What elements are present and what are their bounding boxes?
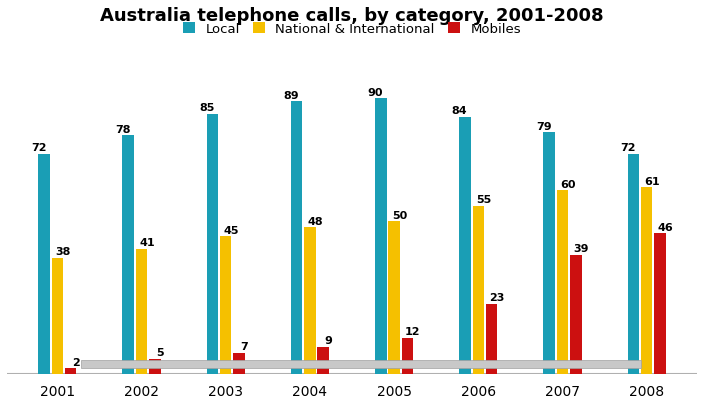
Bar <box>543 133 555 374</box>
Legend: Local, National & International, Mobiles: Local, National & International, Mobiles <box>179 19 525 40</box>
Text: 84: 84 <box>452 106 467 116</box>
Text: 78: 78 <box>115 124 131 134</box>
Bar <box>459 117 471 374</box>
Bar <box>389 222 400 374</box>
Text: 79: 79 <box>536 121 552 131</box>
Bar <box>654 234 666 374</box>
Bar <box>641 188 653 374</box>
Text: 39: 39 <box>573 244 589 254</box>
Text: 41: 41 <box>139 237 155 247</box>
Bar <box>486 304 497 374</box>
Bar <box>136 249 147 374</box>
Bar <box>401 338 413 374</box>
Text: 46: 46 <box>658 222 673 232</box>
Text: 38: 38 <box>55 247 70 257</box>
Bar <box>122 136 134 374</box>
Text: 5: 5 <box>156 347 164 358</box>
Bar <box>233 353 245 374</box>
Bar <box>318 347 329 374</box>
Bar <box>38 154 50 374</box>
Text: 45: 45 <box>223 225 239 235</box>
Bar <box>375 99 386 374</box>
Text: 7: 7 <box>241 341 249 352</box>
Text: 9: 9 <box>325 335 332 345</box>
Text: 72: 72 <box>31 143 46 153</box>
Bar <box>570 255 582 374</box>
Bar <box>472 206 484 374</box>
Text: 60: 60 <box>560 179 576 190</box>
Bar <box>149 359 161 374</box>
Bar <box>557 191 568 374</box>
Bar <box>627 154 639 374</box>
Bar <box>65 368 77 374</box>
Text: 2: 2 <box>72 357 80 367</box>
Bar <box>304 228 315 374</box>
Text: 50: 50 <box>392 210 407 220</box>
Title: Australia telephone calls, by category, 2001-2008: Australia telephone calls, by category, … <box>100 7 604 25</box>
Text: 90: 90 <box>367 87 383 98</box>
Text: 23: 23 <box>489 292 505 303</box>
Text: 89: 89 <box>284 91 299 101</box>
Bar <box>51 258 63 374</box>
Text: 48: 48 <box>308 216 323 226</box>
Text: 72: 72 <box>620 143 636 153</box>
Bar <box>220 237 232 374</box>
Bar <box>291 102 303 374</box>
Text: 55: 55 <box>476 195 491 205</box>
Bar <box>207 115 218 374</box>
Text: 85: 85 <box>199 103 215 113</box>
Text: 12: 12 <box>405 326 420 336</box>
Text: 61: 61 <box>644 176 660 186</box>
